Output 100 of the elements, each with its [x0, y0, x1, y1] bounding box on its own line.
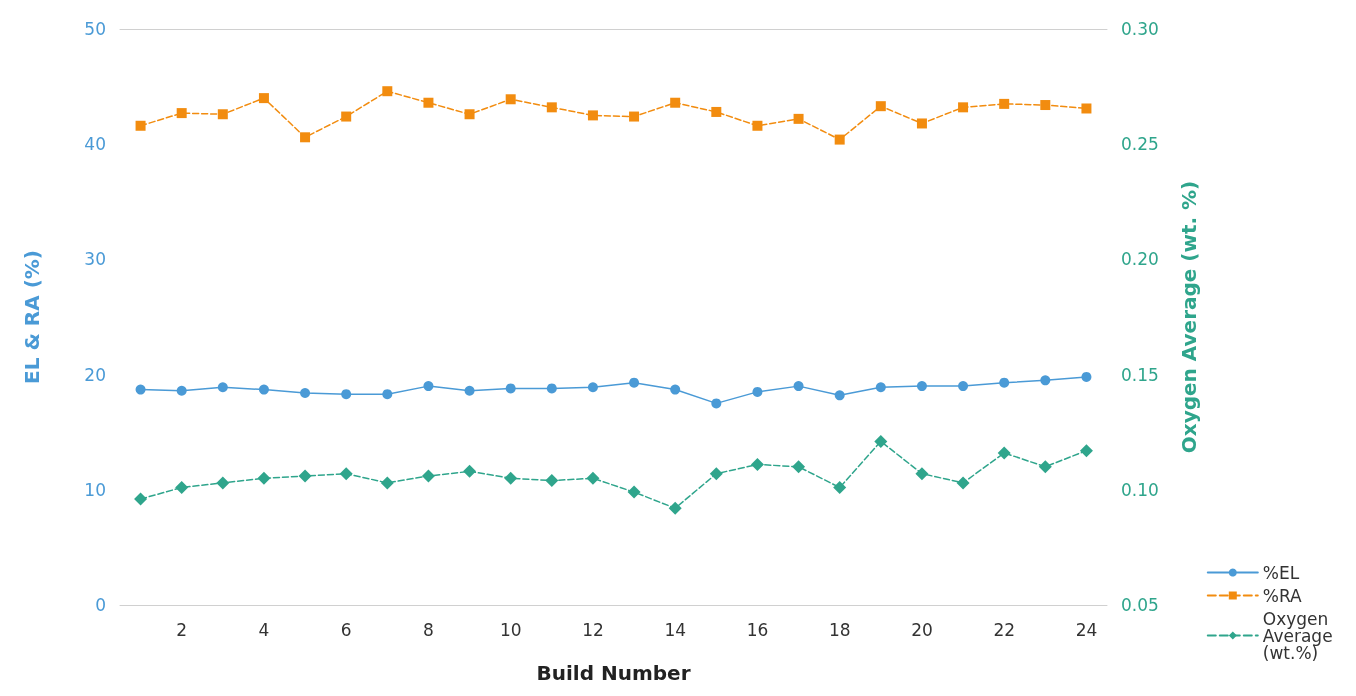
legend-label: Oxygen Average (wt.%) — [1262, 608, 1339, 663]
point — [956, 476, 970, 490]
point — [711, 398, 722, 409]
point — [752, 386, 763, 397]
y-tick-label: 30 — [84, 249, 106, 270]
point — [300, 388, 311, 399]
x-tick-label: 16 — [746, 619, 769, 640]
point — [915, 467, 929, 481]
point — [709, 467, 723, 481]
point — [586, 471, 600, 485]
point — [134, 492, 148, 506]
point — [629, 111, 640, 122]
point — [834, 390, 845, 401]
x-tick-label: 4 — [258, 619, 270, 640]
point — [423, 381, 434, 392]
point — [176, 385, 187, 396]
point — [176, 108, 187, 119]
point — [341, 389, 352, 400]
point — [1040, 375, 1051, 386]
point — [258, 384, 269, 395]
point — [874, 434, 888, 448]
y-tick-label: 10 — [84, 479, 106, 500]
x-tick-label: 24 — [1075, 619, 1098, 640]
point — [587, 110, 598, 121]
x-tick-label: 8 — [423, 619, 434, 640]
point — [464, 385, 475, 396]
point — [217, 382, 228, 393]
point — [629, 377, 640, 388]
point — [793, 113, 804, 124]
y2-tick-label: 0.15 — [1121, 364, 1159, 385]
point — [545, 474, 559, 488]
point — [750, 457, 764, 471]
point — [546, 383, 557, 394]
point — [421, 469, 435, 483]
point — [668, 501, 682, 515]
x-tick-label: 12 — [582, 619, 604, 640]
point — [670, 97, 681, 108]
point — [341, 111, 352, 122]
y2-tick-label: 0.05 — [1121, 595, 1159, 615]
point — [258, 93, 269, 104]
point — [505, 94, 516, 105]
y-tick-label: 0 — [95, 595, 106, 615]
y-tick-label: 40 — [84, 134, 106, 155]
point — [793, 381, 804, 392]
point — [752, 120, 763, 131]
point — [463, 464, 477, 478]
point — [135, 120, 146, 131]
point — [916, 118, 927, 129]
point — [504, 471, 518, 485]
y2-tick-label: 0.30 — [1121, 19, 1159, 39]
x-tick-label: 2 — [176, 619, 188, 640]
x-tick-label: 20 — [911, 619, 933, 640]
legend-label: %EL — [1262, 562, 1300, 583]
point — [339, 467, 353, 481]
point — [423, 97, 434, 108]
point — [382, 389, 393, 400]
y2-tick-label: 0.20 — [1121, 249, 1159, 270]
point — [999, 377, 1010, 388]
point — [997, 446, 1011, 460]
y2-tick-label: 0.10 — [1121, 479, 1159, 500]
point — [1079, 444, 1093, 458]
x-tick-label: 14 — [664, 619, 687, 640]
point — [587, 382, 598, 393]
point — [175, 481, 189, 494]
point — [999, 98, 1010, 109]
point — [875, 101, 886, 112]
point — [135, 384, 146, 395]
point — [875, 382, 886, 393]
point — [257, 471, 271, 485]
x-tick-label: 10 — [499, 619, 522, 640]
point — [1081, 103, 1092, 114]
point — [300, 132, 311, 143]
point — [298, 469, 312, 483]
point — [711, 106, 722, 117]
point — [833, 481, 847, 494]
point — [1081, 371, 1092, 382]
point — [627, 485, 641, 499]
x-tick-label: 6 — [340, 619, 352, 640]
point — [958, 381, 969, 392]
point — [1038, 460, 1052, 474]
point — [1040, 100, 1051, 111]
point — [217, 109, 228, 120]
point — [216, 476, 230, 490]
point — [380, 476, 394, 490]
y2-tick-label: 0.25 — [1121, 134, 1159, 155]
point — [505, 383, 516, 394]
point — [792, 460, 806, 474]
y2-axis-title: Oxygen Average (wt. %) — [1177, 180, 1201, 454]
point — [916, 381, 927, 392]
point — [670, 384, 681, 395]
point — [958, 102, 969, 113]
y-tick-label: 50 — [84, 19, 106, 39]
point — [382, 86, 393, 97]
point — [834, 134, 845, 145]
x-tick-label: 22 — [993, 619, 1016, 640]
y-axis-title: EL & RA (%) — [20, 250, 44, 384]
point — [546, 102, 557, 113]
legend-label: %RA — [1262, 585, 1303, 606]
y-tick-label: 20 — [84, 364, 106, 385]
x-axis-title: Build Number — [536, 661, 691, 685]
